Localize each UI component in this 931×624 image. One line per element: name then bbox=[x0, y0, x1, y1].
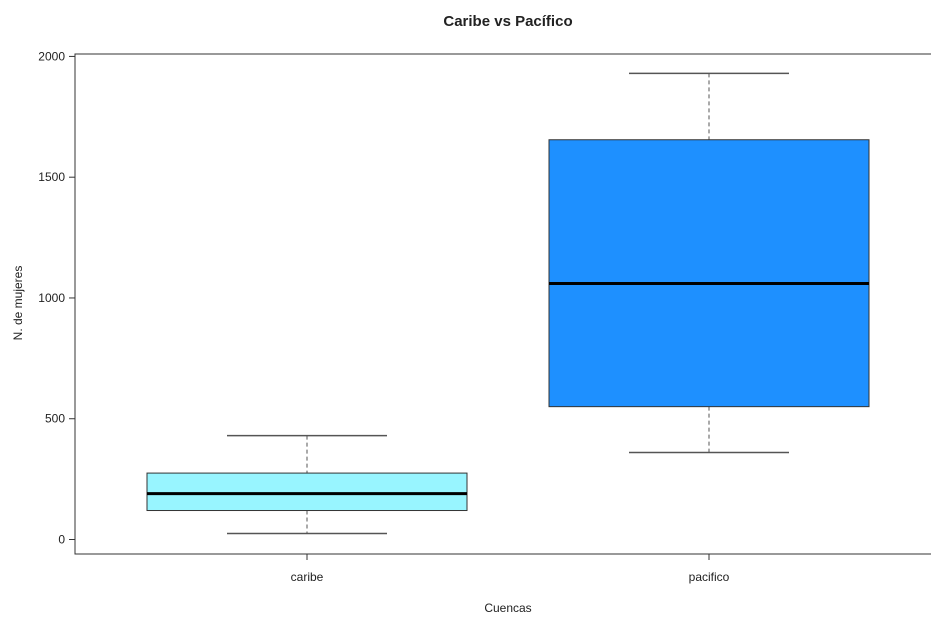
x-axis-label: Cuencas bbox=[484, 601, 531, 615]
y-axis: 0 500 1000 1500 2000 bbox=[38, 49, 75, 547]
interquartile-box bbox=[548, 139, 870, 408]
plot-frame bbox=[74, 53, 931, 555]
y-axis-label: N. de mujeres bbox=[11, 266, 25, 341]
chart-title: Caribe vs Pacífico bbox=[443, 13, 572, 30]
y-tick-label: 1500 bbox=[38, 170, 65, 184]
box-pacifico bbox=[548, 72, 870, 454]
x-tick-label-pacifico: pacifico bbox=[689, 570, 730, 584]
interquartile-box bbox=[146, 472, 468, 512]
y-tick-label: 0 bbox=[58, 533, 65, 547]
box-caribe bbox=[146, 434, 468, 535]
y-tick-label: 1000 bbox=[38, 291, 65, 305]
x-axis: caribe pacifico bbox=[291, 554, 730, 584]
y-tick-label: 2000 bbox=[38, 49, 65, 63]
y-tick-label: 500 bbox=[45, 412, 65, 426]
boxes bbox=[146, 72, 870, 535]
x-tick-label-caribe: caribe bbox=[291, 570, 324, 584]
